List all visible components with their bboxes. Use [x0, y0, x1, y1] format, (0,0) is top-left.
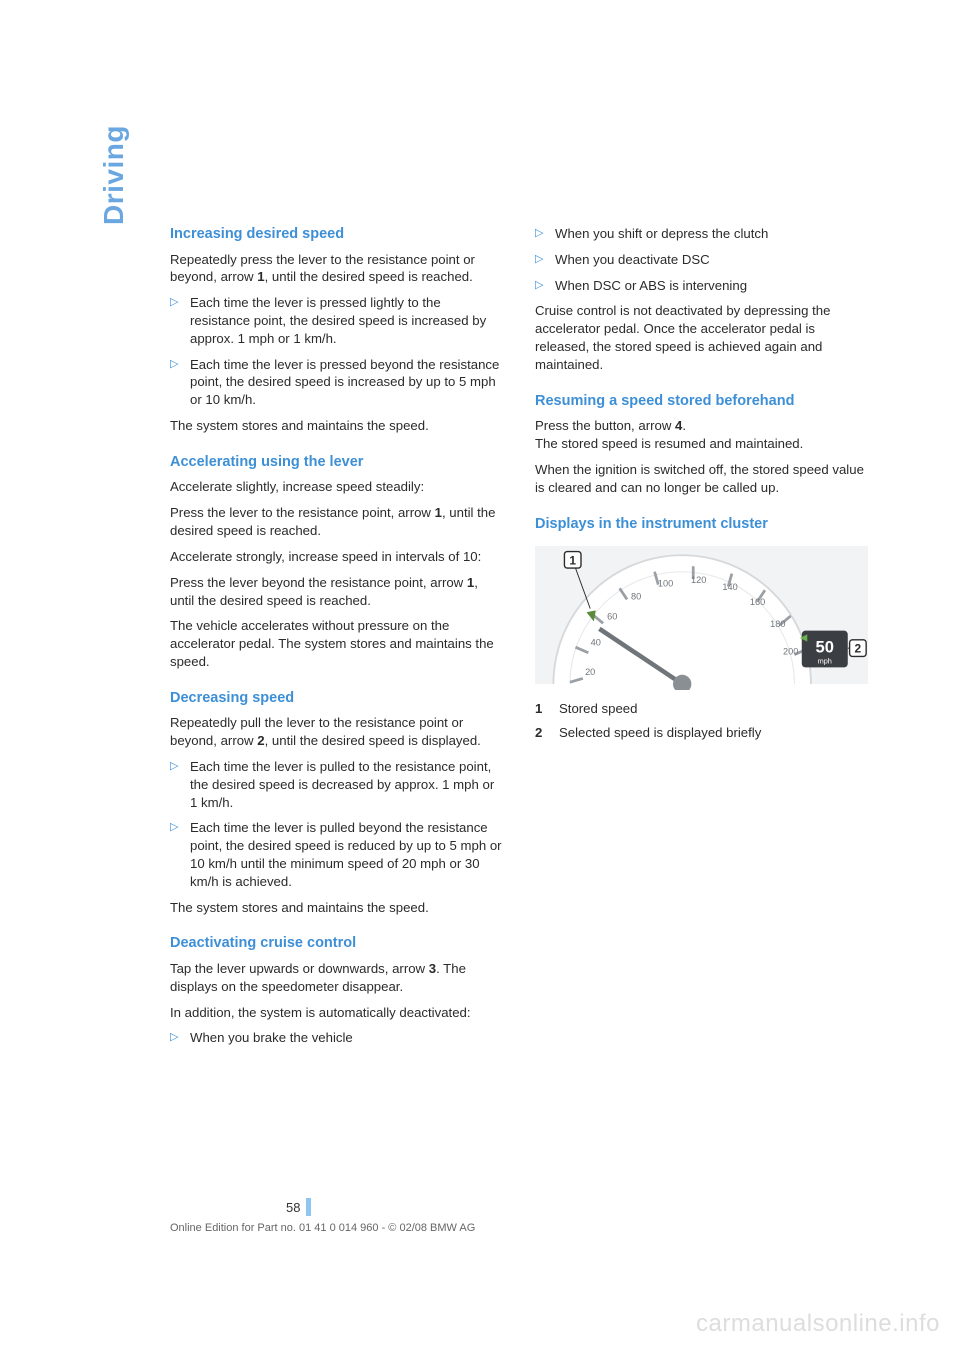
text: Press the lever beyond the resistance po… — [170, 575, 467, 590]
body-text: The system stores and maintains the spee… — [170, 417, 503, 435]
body-text: When the ignition is switched off, the s… — [535, 461, 868, 497]
legend-item: 2 Selected speed is displayed briefly — [535, 724, 868, 742]
text: Tap the lever upwards or downwards, arro… — [170, 961, 429, 976]
text: Press the button, arrow — [535, 418, 675, 433]
list-item: ▷ When you deactivate DSC — [535, 251, 868, 269]
tick-label: 80 — [631, 591, 641, 601]
page-number: 58 — [286, 1200, 300, 1215]
ref-num: 3 — [429, 961, 436, 976]
triangle-bullet-icon: ▷ — [170, 1029, 190, 1047]
list-text: Each time the lever is pressed lightly t… — [190, 294, 503, 347]
footer-line: Online Edition for Part no. 01 41 0 014 … — [170, 1222, 870, 1234]
triangle-bullet-icon: ▷ — [170, 294, 190, 347]
triangle-bullet-icon: ▷ — [170, 819, 190, 890]
triangle-bullet-icon: ▷ — [535, 225, 555, 243]
triangle-bullet-icon: ▷ — [535, 251, 555, 269]
legend-item: 1 Stored speed — [535, 700, 868, 718]
body-text: Repeatedly press the lever to the resist… — [170, 251, 503, 287]
list-item: ▷ Each time the lever is pressed beyond … — [170, 356, 503, 409]
list-item: ▷ Each time the lever is pulled beyond t… — [170, 819, 503, 890]
body-text: Press the lever to the resistance point,… — [170, 504, 503, 540]
ref-num: 1 — [257, 269, 264, 284]
tick-label: 20 — [585, 667, 595, 677]
ref-num: 2 — [257, 733, 264, 748]
body-text: The vehicle accelerates without pressure… — [170, 617, 503, 670]
list-item: ▷ Each time the lever is pressed lightly… — [170, 294, 503, 347]
legend-num: 2 — [535, 724, 559, 742]
page-number-bar — [306, 1198, 311, 1216]
badge-unit: mph — [818, 657, 832, 666]
list-item: ▷ When you shift or depress the clutch — [535, 225, 868, 243]
body-text: Accelerate slightly, increase speed stea… — [170, 478, 503, 496]
body-text: Press the button, arrow 4. The stored sp… — [535, 417, 868, 453]
triangle-bullet-icon: ▷ — [170, 758, 190, 811]
tick-label: 60 — [607, 612, 617, 622]
watermark: carmanualsonline.info — [696, 1310, 940, 1338]
body-text: Repeatedly pull the lever to the resista… — [170, 714, 503, 750]
triangle-bullet-icon: ▷ — [535, 277, 555, 295]
list-text: Each time the lever is pressed beyond th… — [190, 356, 503, 409]
list-text: When you deactivate DSC — [555, 251, 868, 269]
left-column: Increasing desired speed Repeatedly pres… — [170, 225, 503, 1055]
callout-label: 1 — [569, 553, 576, 567]
list-text: Each time the lever is pulled beyond the… — [190, 819, 503, 890]
body-text: Tap the lever upwards or downwards, arro… — [170, 960, 503, 996]
heading-decreasing-speed: Decreasing speed — [170, 689, 503, 709]
heading-resuming-speed: Resuming a speed stored beforehand — [535, 392, 868, 412]
heading-accelerating-lever: Accelerating using the lever — [170, 453, 503, 473]
page-content: Increasing desired speed Repeatedly pres… — [108, 225, 868, 1055]
heading-deactivating-cruise: Deactivating cruise control — [170, 934, 503, 954]
tick-label: 180 — [770, 619, 785, 629]
tick-label: 40 — [591, 637, 601, 647]
speedometer-icon: 20 40 60 80 100 120 140 160 180 200 — [535, 540, 868, 690]
text: , until the desired speed is reached. — [265, 269, 473, 284]
list-text: When you shift or depress the clutch — [555, 225, 868, 243]
legend-text: Selected speed is displayed briefly — [559, 724, 761, 742]
body-text: Cruise control is not deactivated by dep… — [535, 302, 868, 373]
heading-increasing-speed: Increasing desired speed — [170, 225, 503, 245]
legend-num: 1 — [535, 700, 559, 718]
heading-displays-cluster: Displays in the instrument cluster — [535, 515, 868, 535]
text: . — [682, 418, 686, 433]
tick-label: 200 — [783, 647, 798, 657]
list-text: Each time the lever is pulled to the res… — [190, 758, 503, 811]
list-text: When DSC or ABS is intervening — [555, 277, 868, 295]
section-label: Driving — [98, 125, 130, 225]
text: The stored speed is resumed and maintain… — [535, 436, 803, 451]
body-text: Press the lever beyond the resistance po… — [170, 574, 503, 610]
tick-label: 100 — [658, 579, 673, 589]
callout-label: 2 — [855, 642, 862, 656]
body-text: In addition, the system is automatically… — [170, 1004, 503, 1022]
list-text: When you brake the vehicle — [190, 1029, 503, 1047]
body-text: Accelerate strongly, increase speed in i… — [170, 548, 503, 566]
text: , until the desired speed is displayed. — [265, 733, 481, 748]
list-item: ▷ When you brake the vehicle — [170, 1029, 503, 1047]
right-column: ▷ When you shift or depress the clutch ▷… — [535, 225, 868, 1055]
list-item: ▷ When DSC or ABS is intervening — [535, 277, 868, 295]
list-item: ▷ Each time the lever is pulled to the r… — [170, 758, 503, 811]
triangle-bullet-icon: ▷ — [170, 356, 190, 409]
ref-num: 1 — [435, 505, 442, 520]
tick-label: 160 — [750, 597, 765, 607]
badge-speed: 50 — [816, 638, 834, 657]
body-text: The system stores and maintains the spee… — [170, 899, 503, 917]
tick-label: 140 — [722, 582, 737, 592]
tick-label: 120 — [691, 575, 706, 585]
instrument-cluster-figure: 20 40 60 80 100 120 140 160 180 200 — [535, 540, 868, 690]
legend-text: Stored speed — [559, 700, 637, 718]
text: Press the lever to the resistance point,… — [170, 505, 435, 520]
